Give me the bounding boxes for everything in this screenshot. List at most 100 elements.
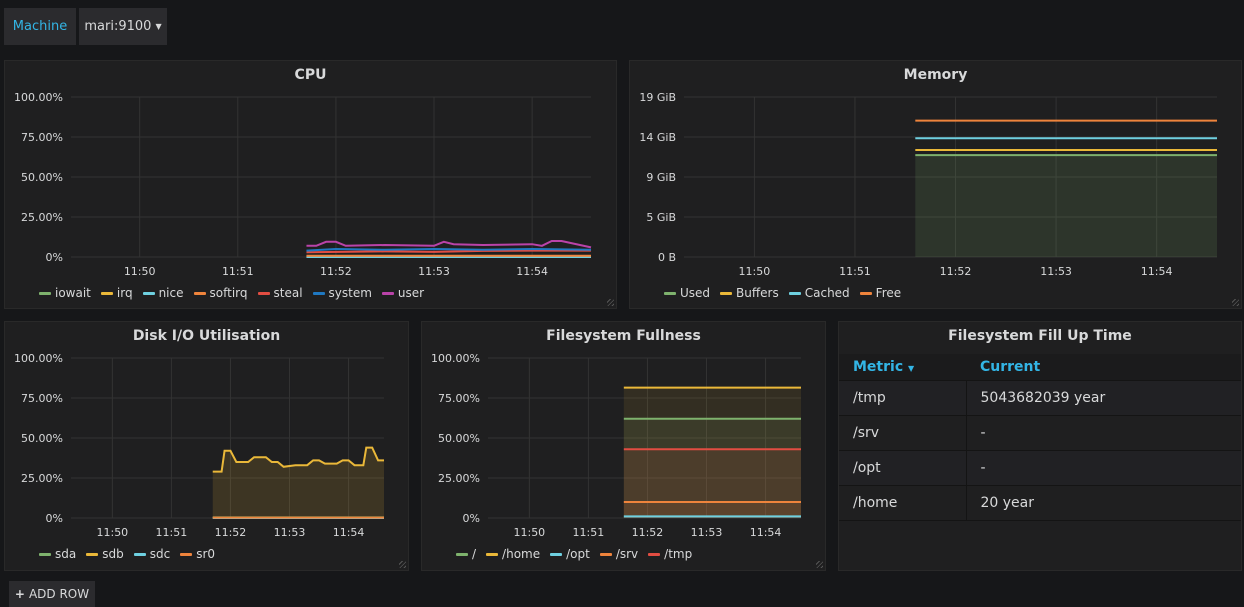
legend-item[interactable]: sr0 (180, 547, 215, 561)
plus-icon: + (14, 587, 25, 601)
filesystem-fullness-panel[interactable]: Filesystem Fullness 0% 25.00% 50.00% 75.00%… (421, 321, 826, 571)
legend-label: iowait (55, 286, 91, 300)
legend-swatch (100, 291, 113, 295)
fill-up-time-table: Metric ▼ Current /tmp 5043682039 year /s… (839, 354, 1241, 521)
y-tick-label: 100.00% (14, 91, 63, 104)
x-tick-label: 11:52 (215, 526, 247, 539)
legend-swatch (39, 552, 51, 556)
legend-item[interactable]: nice (142, 286, 184, 300)
legend-item[interactable]: steal (257, 286, 303, 300)
series-area-fill (915, 155, 1217, 257)
y-tick-label: 50.00% (21, 171, 63, 184)
x-tick-label: 11:54 (750, 526, 782, 539)
x-tick-label: 11:51 (222, 265, 254, 278)
add-row-button[interactable]: + ADD ROW (9, 581, 95, 607)
legend-item[interactable]: /opt (550, 547, 590, 561)
cpu-legend: iowait irq nice softirq steal system user (39, 286, 424, 300)
legend-swatch (648, 552, 661, 556)
y-tick-label: 25.00% (21, 211, 63, 224)
panel-title[interactable]: CPU (294, 67, 327, 83)
legend-item[interactable]: irq (100, 286, 133, 300)
column-header-metric[interactable]: Metric ▼ (839, 354, 966, 381)
disk-io-panel[interactable]: Disk I/O Utilisation 0% 25.00% 50.00% 75.00… (4, 321, 409, 571)
legend-swatch (599, 552, 612, 556)
disk-io-chart: 0% 25.00% 50.00% 75.00% 100.00% 11:50 11:51 11:… (14, 352, 384, 539)
legend-swatch (39, 291, 51, 295)
series-area-fill (212, 447, 384, 518)
legend-swatch (456, 552, 468, 556)
panel-title[interactable]: Memory (903, 67, 968, 83)
legend-item[interactable]: Free (859, 286, 901, 300)
column-header-current[interactable]: Current (966, 354, 1241, 381)
legend-item[interactable]: /srv (599, 547, 639, 561)
x-tick-label: 11:51 (573, 526, 605, 539)
legend-item[interactable]: sdc (133, 547, 171, 561)
legend-item[interactable]: softirq (193, 286, 248, 300)
metric-cell: /tmp (839, 380, 967, 416)
legend-swatch (133, 552, 146, 556)
memory-legend: Used Buffers Cached Free (664, 286, 901, 300)
panel-title[interactable]: Filesystem Fullness (546, 328, 701, 344)
legend-label: sr0 (196, 547, 216, 561)
table-row: /opt - (839, 450, 1241, 486)
legend-label: /home (502, 547, 541, 561)
y-tick-label: 50.00% (438, 432, 480, 445)
legend-item[interactable]: sdb (86, 547, 124, 561)
legend-item[interactable]: iowait (39, 286, 91, 300)
legend-item[interactable]: sda (39, 547, 76, 561)
legend-item[interactable]: system (312, 286, 372, 300)
legend-label: sda (55, 547, 77, 561)
sort-caret-down-icon: ▼ (908, 363, 915, 373)
memory-panel[interactable]: Memory 0 B 5 GiB 9 GiB 14 GiB 19 GiB 11:50 11:… (629, 60, 1242, 309)
current-cell: - (966, 415, 1241, 451)
legend-label: /srv (615, 547, 639, 561)
x-tick-label: 11:50 (513, 526, 545, 539)
legend-item[interactable]: /tmp (648, 547, 692, 561)
legend-label: user (397, 286, 425, 300)
y-tick-label: 0% (463, 512, 480, 525)
legend-swatch (664, 291, 676, 295)
panel-title[interactable]: Disk I/O Utilisation (132, 328, 281, 344)
x-tick-label: 11:50 (739, 265, 771, 278)
legend-swatch (381, 291, 394, 295)
cpu-chart: 0% 25.00% 50.00% 75.00% 100.00% 11:50 11:51 11:… (14, 91, 592, 278)
machine-variable-select[interactable]: mari:9100 ▼ (79, 8, 167, 45)
legend-item[interactable]: Used (664, 286, 710, 300)
metric-cell: /home (839, 485, 967, 521)
legend-item[interactable]: / (456, 547, 476, 561)
legend-label: Used (680, 286, 711, 300)
x-tick-label: 11:50 (124, 265, 156, 278)
metric-cell: /opt (839, 450, 967, 486)
legend-swatch (486, 552, 499, 556)
y-tick-label: 0 B (658, 251, 676, 264)
fill-up-time-panel[interactable]: Filesystem Fill Up Time Metric ▼ Current… (838, 321, 1242, 571)
resize-handle-icon[interactable] (399, 561, 406, 568)
y-tick-label: 19 GiB (639, 91, 676, 104)
resize-handle-icon[interactable] (607, 299, 614, 306)
y-tick-label: 0% (46, 512, 63, 525)
series-line-steal (306, 249, 591, 254)
y-tick-label: 75.00% (21, 392, 63, 405)
legend-label: /opt (566, 547, 590, 561)
y-tick-label: 9 GiB (646, 171, 676, 184)
series-area-fill (623, 387, 801, 518)
resize-handle-icon[interactable] (1232, 299, 1239, 306)
y-tick-label: 14 GiB (639, 131, 676, 144)
resize-handle-icon[interactable] (816, 561, 823, 568)
disk-io-legend: sda sdb sdc sr0 (39, 547, 215, 561)
legend-item[interactable]: user (381, 286, 425, 300)
legend-swatch (550, 552, 563, 556)
panel-title[interactable]: Filesystem Fill Up Time (948, 328, 1132, 344)
legend-item[interactable]: /home (486, 547, 540, 561)
x-tick-label: 11:53 (1040, 265, 1072, 278)
filesystem-fullness-legend: / /home/opt/srv/tmp (456, 547, 692, 561)
x-tick-label: 11:54 (333, 526, 365, 539)
legend-item[interactable]: Cached (788, 286, 850, 300)
cpu-panel[interactable]: CPU 0% 25.00% 50.00% 75.00% 100.00% 11:50 11:5… (4, 60, 617, 309)
column-header-label: Metric (853, 358, 904, 375)
legend-label: sdc (149, 547, 171, 561)
legend-item[interactable]: Buffers (720, 286, 779, 300)
legend-label: sdb (102, 547, 124, 561)
x-tick-label: 11:52 (320, 265, 352, 278)
legend-swatch (257, 291, 270, 295)
